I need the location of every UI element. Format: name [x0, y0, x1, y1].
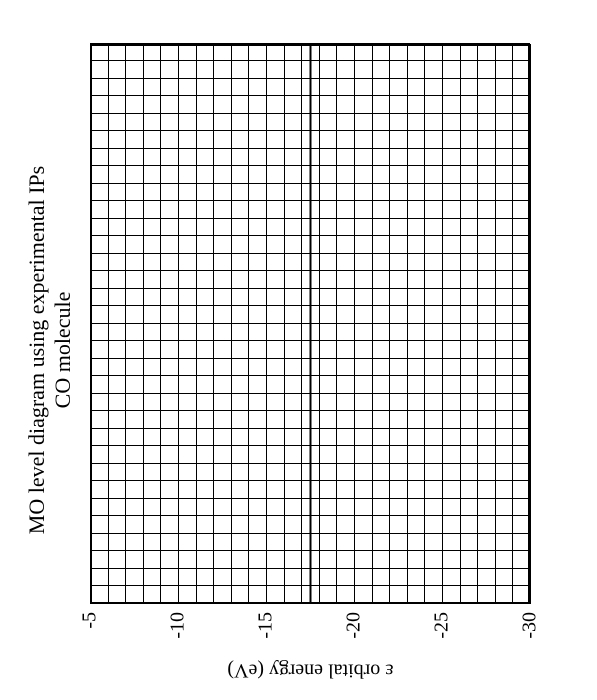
grid-line-horizontal [336, 44, 337, 604]
grid-line-horizontal [460, 44, 461, 604]
grid-line-horizontal [213, 44, 214, 604]
y-tick-label: -25 [431, 604, 454, 639]
grid-line-horizontal [319, 44, 320, 604]
grid-line-horizontal [389, 44, 390, 604]
grid-line-horizontal [143, 44, 144, 604]
grid-line-horizontal [248, 44, 249, 604]
chart-title-line1: MO level diagram using experimental IPs [24, 166, 49, 534]
grid-line-horizontal [266, 44, 267, 604]
grid-line-horizontal [495, 44, 496, 604]
grid-line-horizontal [372, 44, 373, 604]
chart-title: MO level diagram using experimental IPs … [24, 0, 77, 700]
page: MO level diagram using experimental IPs … [0, 0, 597, 700]
grid-line-horizontal [407, 44, 408, 604]
grid-line-horizontal [125, 44, 126, 604]
grid-line-horizontal [90, 44, 91, 604]
grid-line-horizontal-mid [310, 44, 312, 604]
grid-line-horizontal [354, 44, 355, 604]
grid-line-horizontal [178, 44, 179, 604]
y-tick-label: -30 [519, 604, 542, 639]
figure: MO level diagram using experimental IPs … [0, 0, 597, 700]
grid-line-horizontal [231, 44, 232, 604]
chart-title-line2: CO molecule [50, 0, 76, 700]
grid-line-horizontal [530, 44, 531, 604]
y-axis-label: ε orbital energy (eV) [90, 658, 530, 682]
grid-line-horizontal [477, 44, 478, 604]
grid-line-horizontal [108, 44, 109, 604]
y-tick-label: -5 [79, 604, 102, 629]
y-axis-label-text: ε orbital energy (eV) [227, 659, 393, 682]
grid-line-horizontal [284, 44, 285, 604]
grid-line-horizontal [196, 44, 197, 604]
grid-line-horizontal [160, 44, 161, 604]
plot-area: -5-10-15-20-25-30 [90, 44, 530, 604]
figure-rotation-wrap: MO level diagram using experimental IPs … [0, 0, 597, 700]
y-tick-label: -15 [255, 604, 278, 639]
grid-line-horizontal [301, 44, 302, 604]
y-tick-label: -10 [167, 604, 190, 639]
grid-line-horizontal [512, 44, 513, 604]
grid-line-horizontal [442, 44, 443, 604]
grid-line-horizontal [424, 44, 425, 604]
y-tick-label: -20 [343, 604, 366, 639]
